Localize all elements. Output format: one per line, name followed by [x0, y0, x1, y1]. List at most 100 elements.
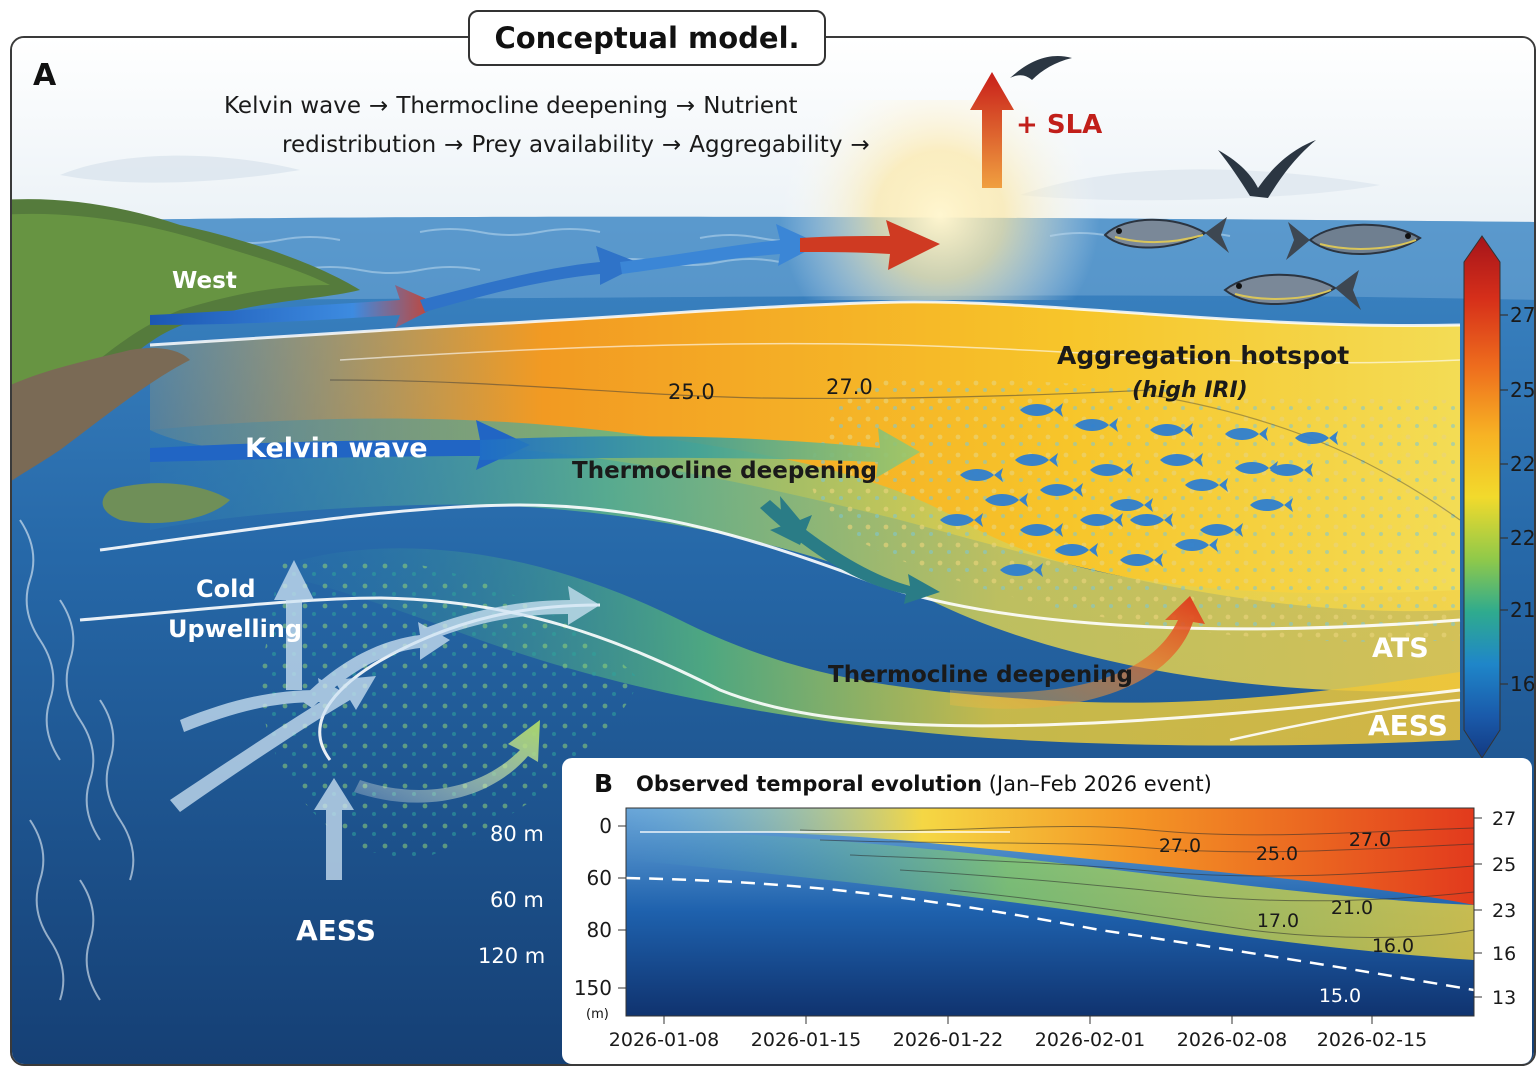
fish-icon [1185, 478, 1228, 492]
fish-icon [960, 468, 1003, 482]
right-tick-label: 16 [1492, 943, 1516, 965]
x-tick-label: 2026-02-15 [1317, 1029, 1427, 1051]
flow-arrow: → [850, 132, 870, 158]
colorbar-tick-label: 16 [1510, 672, 1535, 696]
fish-icon [1020, 403, 1063, 417]
cold-upwelling-arrows [170, 560, 600, 880]
depth-label-3: 120 m [478, 944, 545, 968]
x-tick-label: 2026-02-08 [1177, 1029, 1287, 1051]
flow-line-1: Kelvin wave → Thermocline deepening → Nutrie… [224, 93, 798, 119]
right-tick-label: 27 [1492, 808, 1516, 830]
surface-flow-arrows [150, 220, 940, 328]
isotherm-label-a: 25.0 [668, 380, 715, 404]
fish-icon [1235, 461, 1278, 475]
fish-icon [1015, 453, 1058, 467]
fish-icon [1075, 418, 1118, 432]
fish-icon [1020, 523, 1063, 537]
sla-label: + SLA [1016, 110, 1102, 140]
fish-icon [1175, 538, 1218, 552]
panel-b-title: Observed temporal evolution (Jan–Feb 202… [636, 772, 1212, 796]
flow-arrow: → [444, 132, 464, 158]
fish-icon [1295, 431, 1338, 445]
upward-orange-arrow [950, 596, 1205, 709]
right-tick-label: 23 [1492, 900, 1516, 922]
kelvin-wave-arrow [150, 420, 530, 470]
contour-label: 16.0 [1372, 935, 1414, 957]
label-hotspot-sub: (high IRI) [1132, 378, 1248, 403]
fish-icon [1120, 553, 1163, 567]
label-upwelling: Upwelling [168, 615, 302, 643]
fish-icon [1080, 513, 1123, 527]
x-tick-label: 2026-02-01 [1035, 1029, 1145, 1051]
fish-icon [1040, 483, 1083, 497]
flow-arrow: → [675, 93, 696, 119]
panel-b-title-bold: Observed temporal evolution [636, 772, 982, 796]
flow-step-redistribution: redistribution [282, 132, 437, 158]
bird-icon [1010, 56, 1072, 80]
page-title: Conceptual model. [468, 10, 826, 66]
panel-b-title-rest: (Jan–Feb 2026 event) [982, 772, 1212, 796]
bird-icon-large [1218, 140, 1316, 198]
fish-school [940, 403, 1338, 577]
flow-line-2: redistribution → Prey availability → Aggrega… [282, 132, 878, 158]
fish-icon [1090, 463, 1133, 477]
flow-arrow: → [369, 93, 389, 119]
fish-icon [1270, 463, 1313, 477]
isotherm-label-b: 27.0 [826, 375, 873, 399]
flow-arrow: → [662, 132, 682, 158]
flow-step-thermocline: Thermocline deepening [396, 93, 668, 119]
label-aess-right: AESS [1368, 709, 1448, 742]
colorbar-tick-label: 25 [1510, 378, 1535, 402]
colorbar-tick-label: 21 [1510, 598, 1535, 622]
fish-icon [1055, 543, 1098, 557]
right-tick-label: 25 [1492, 854, 1516, 876]
fish-icon [1160, 453, 1203, 467]
fish-icon [1000, 563, 1043, 577]
contour-label: 17.0 [1257, 910, 1299, 932]
fish-icon [1225, 427, 1268, 441]
depth-label-2: 60 m [490, 888, 544, 912]
contour-label: 15.0 [1319, 985, 1361, 1007]
label-ats: ATS [1372, 633, 1429, 664]
fish-icon [1250, 498, 1293, 512]
y-tick-label: 0 [599, 814, 612, 838]
x-tick-label: 2026-01-15 [751, 1029, 861, 1051]
colorbar-tick-label: 22 [1510, 526, 1535, 550]
fish-icon [1200, 523, 1243, 537]
label-hotspot: Aggregation hotspot [1057, 341, 1349, 370]
y-tick-label: 150 [574, 976, 612, 1000]
page-title-text: Conceptual model. [494, 21, 800, 55]
fish-icon [940, 513, 983, 527]
flow-step-aggregability: Aggregability [689, 132, 843, 158]
contour-label: 27.0 [1349, 829, 1391, 851]
y-tick-label: 60 [587, 866, 612, 890]
depth-label-1: 80 m [490, 822, 544, 846]
label-thermocline-mid: Thermocline deepening [572, 458, 877, 484]
contour-label: 27.0 [1159, 835, 1201, 857]
green-loop-arrow [354, 720, 540, 803]
label-west: West [172, 268, 237, 294]
colorbar-tick-label: 22 [1510, 452, 1535, 476]
fish-icon [1150, 423, 1193, 437]
thermocline-arrow-mid [480, 428, 920, 478]
panel-b-letter: B [594, 769, 613, 798]
fish-icon [985, 493, 1028, 507]
descending-arrow [760, 500, 940, 604]
x-tick-label: 2026-01-22 [893, 1029, 1003, 1051]
contour-label: 21.0 [1331, 897, 1373, 919]
fish-icon [1110, 498, 1153, 512]
sla-up-arrow [970, 72, 1014, 188]
y-tick-label: 80 [587, 918, 612, 942]
label-cold: Cold [196, 575, 256, 603]
fish-icon [1130, 513, 1173, 527]
temperature-colorbar: 27 25 22 22 21 16 [1463, 235, 1535, 759]
contour-label: 25.0 [1256, 843, 1298, 865]
panel-a-letter: A [33, 58, 57, 93]
flow-step-nutrient: Nutrient [703, 93, 798, 119]
colorbar-tick-label: 27 [1510, 303, 1535, 327]
label-thermocline-low: Thermocline deepening [828, 662, 1133, 688]
x-tick-label: 2026-01-08 [609, 1029, 719, 1051]
flow-step-kelvin: Kelvin wave [224, 93, 362, 119]
